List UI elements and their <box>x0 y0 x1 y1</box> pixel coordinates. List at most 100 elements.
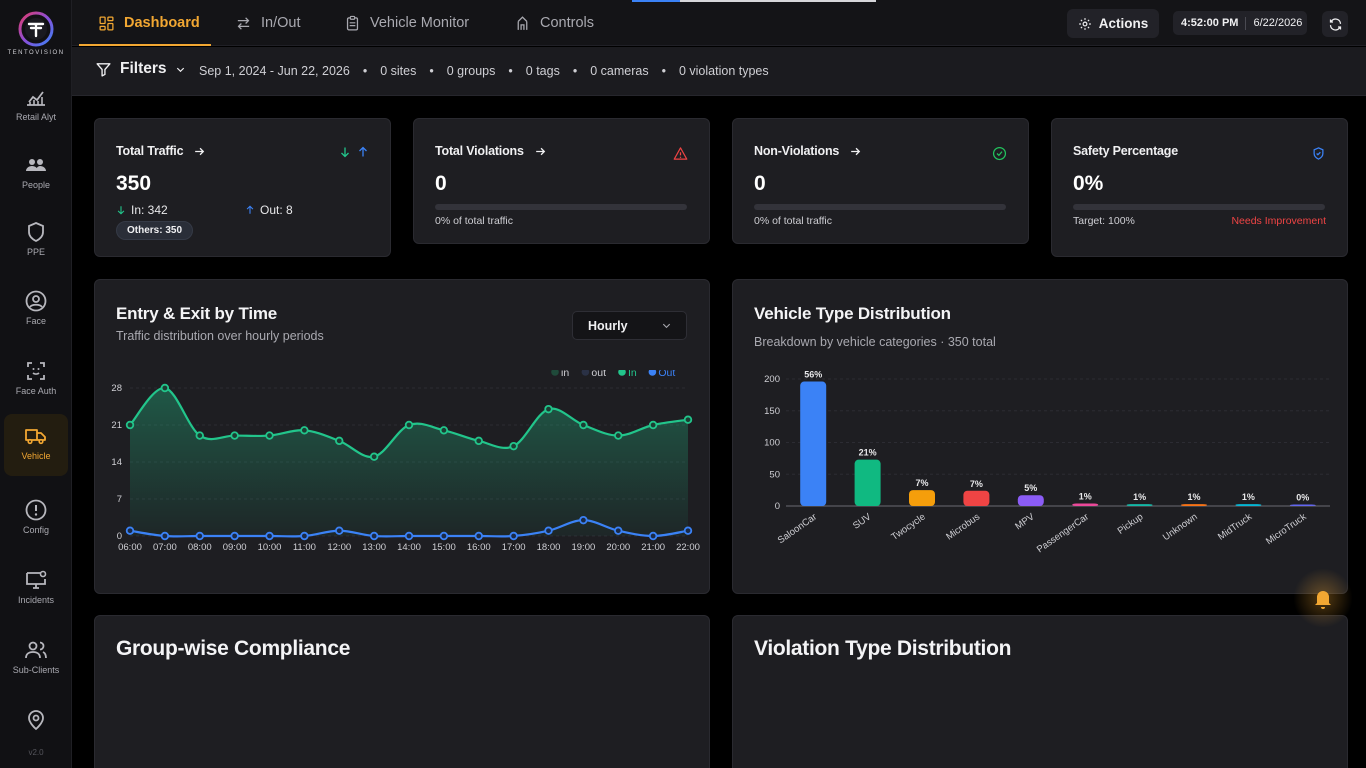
safety-value: 0% <box>1073 172 1104 195</box>
sidebar-item-people[interactable]: People <box>4 143 68 205</box>
filter-tags: 0 tags <box>525 64 560 78</box>
total-traffic-link[interactable]: Total Traffic <box>116 144 206 158</box>
logo[interactable]: TENTOVISION <box>0 10 72 62</box>
tab-label: Vehicle Monitor <box>370 15 470 31</box>
sidebar-item-face[interactable]: Face <box>4 279 68 341</box>
safety-target: Target: 100% <box>1073 215 1135 227</box>
tab-vehicle-monitor[interactable]: Vehicle Monitor <box>344 0 469 46</box>
tab-dashboard[interactable]: Dashboard <box>98 0 200 46</box>
tab-controls[interactable]: Controls <box>514 0 594 46</box>
safety-percentage-card: Safety Percentage 0% Target: 100% Needs … <box>1051 118 1348 257</box>
actions-button[interactable]: Actions <box>1067 9 1159 38</box>
group-compliance-panel: Group-wise Compliance <box>94 615 710 768</box>
notification-bell-icon[interactable] <box>1311 586 1335 610</box>
refresh-button[interactable] <box>1322 11 1348 37</box>
non-violations-card: Non-Violations 0 0% of total traffic <box>732 118 1029 244</box>
entry-exit-chart: 0 7 14 21 28 06:00 07:00 08:00 09:00 10:00 11:00 12… <box>111 370 700 553</box>
x-tick-label: 06:00 <box>118 542 142 553</box>
total-violations-card: Total Violations 0 0% of total traffic <box>413 118 710 244</box>
series-out-point <box>195 531 204 541</box>
sidebar-item-vehicle[interactable]: Vehicle <box>4 414 68 476</box>
face-scan-icon <box>27 362 45 380</box>
gear-icon <box>1078 17 1091 30</box>
series-out-point <box>509 531 518 541</box>
sidebar-item-location[interactable] <box>4 698 68 742</box>
arrow-right-icon <box>195 147 205 155</box>
series-out-point <box>474 531 483 541</box>
sidebar-item-ppe[interactable]: PPE <box>4 210 68 272</box>
bar <box>963 490 990 506</box>
x-tick-label: 20:00 <box>606 542 630 553</box>
series-in-point <box>335 436 344 446</box>
panel-title: Entry & Exit by Time <box>116 304 278 323</box>
arrow-up-icon <box>246 205 254 214</box>
filter-groups: 0 groups <box>446 64 496 78</box>
in-count-label: In: 342 <box>131 203 168 217</box>
x-tick-label: PassengerCar <box>1035 511 1091 555</box>
sidebar-item-face-auth[interactable]: Face Auth <box>4 349 68 411</box>
sidebar-item-retail-alyt[interactable]: Retail Alyt <box>4 75 68 137</box>
y-tick-label: 28 <box>111 383 122 394</box>
sidebar-item-incidents[interactable]: Incidents <box>4 558 68 620</box>
safety-status: Needs Improvement <box>1231 215 1326 227</box>
tab-label: Controls <box>540 15 594 31</box>
bar <box>1235 504 1262 506</box>
filters-toggle[interactable]: Filters <box>95 60 186 78</box>
inout-icons <box>339 146 369 158</box>
sidebar-item-config[interactable]: Config <box>4 488 68 550</box>
bar <box>1072 503 1099 506</box>
y-tick-label: 7 <box>117 494 122 505</box>
x-tick-label: 18:00 <box>537 542 561 553</box>
face-icon <box>25 290 47 312</box>
filter-summary: Sep 1, 2024 - Jun 22, 2026 • 0 sites • 0… <box>199 64 769 78</box>
clock-time: 4:52:00 PM <box>1181 17 1239 29</box>
bar-data-label: 21% <box>859 448 877 458</box>
period-value: Hourly <box>588 318 628 333</box>
logo-text: TENTOVISION <box>7 50 65 56</box>
bar <box>854 459 881 506</box>
series-out-point <box>439 531 449 541</box>
x-tick-label: SUV <box>851 511 874 532</box>
sidebar-item-sub-clients[interactable]: Sub-Clients <box>4 628 68 690</box>
period-select[interactable]: Hourly <box>572 311 687 340</box>
x-tick-label: MPV <box>1013 511 1037 532</box>
series-out-point <box>614 526 623 535</box>
vehicle-type-panel: Vehicle Type Distribution Breakdown by v… <box>732 279 1348 594</box>
bar-data-label: 7% <box>970 479 983 489</box>
series-out-point <box>579 515 588 525</box>
series-out-point <box>335 526 344 535</box>
series-out-point <box>230 531 239 541</box>
non-violations-link[interactable]: Non-Violations <box>754 144 862 158</box>
series-in-point <box>369 452 379 461</box>
sidebar-item-label: Vehicle <box>21 451 51 461</box>
y-tick-label: 0 <box>117 531 122 542</box>
bar <box>1017 495 1044 506</box>
series-out-point <box>369 531 379 541</box>
legend-marker <box>648 370 657 376</box>
bar-data-label: 5% <box>1024 483 1037 493</box>
sidebar-item-label: People <box>21 180 51 190</box>
x-tick-label: 21:00 <box>641 542 665 553</box>
tab-label: In/Out <box>261 15 301 31</box>
total-violations-link[interactable]: Total Violations <box>435 144 547 158</box>
series-in-area <box>130 387 688 536</box>
y-tick-label: 200 <box>764 374 780 385</box>
entry-exit-panel: Entry & Exit by Time Traffic distributio… <box>94 279 710 594</box>
legend-label: Out <box>658 370 675 379</box>
dashboard-icon <box>99 15 114 31</box>
series-in-point <box>160 383 170 393</box>
sidebar-item-label: Config <box>22 525 49 535</box>
tab-in-out[interactable]: In/Out <box>235 0 301 46</box>
filters-label: Filters <box>120 60 167 77</box>
sidebar-item-label: Face <box>25 316 46 326</box>
filter-violation-types: 0 violation types <box>678 64 769 78</box>
users-icon <box>25 641 47 659</box>
violations-progress-bar <box>435 204 687 210</box>
x-tick-label: Twocycle <box>889 511 927 542</box>
non-violations-value: 0 <box>754 172 766 195</box>
truck-icon <box>25 429 46 445</box>
series-in-point <box>439 426 449 435</box>
y-tick-label: 21 <box>111 420 122 431</box>
series-in-point <box>195 431 204 440</box>
filter-icon <box>96 62 111 77</box>
